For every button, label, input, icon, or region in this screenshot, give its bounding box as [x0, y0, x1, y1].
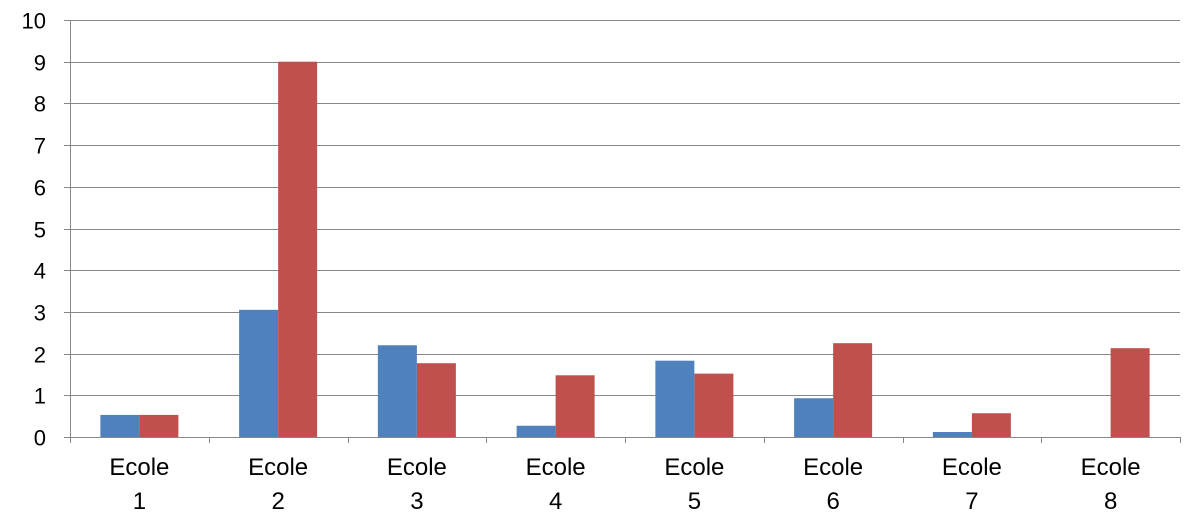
bar-series2-cat1	[139, 414, 179, 437]
x-tick-label: Ecole	[526, 454, 586, 481]
bar-series1-cat4	[516, 425, 556, 437]
y-tick-label: 8	[34, 92, 46, 117]
x-tick-label: 5	[688, 488, 701, 515]
x-tick-label: 2	[271, 488, 284, 515]
x-tick-labels: Ecole 1 Ecole 2 Ecole 3 Ecole 4 Ecole 5 Ecole 6 Ecol…	[109, 454, 1140, 515]
bar-series2-cat7	[971, 413, 1011, 437]
bar-series2-cat4	[555, 375, 595, 437]
bar-series1-cat5	[655, 360, 695, 437]
bar-series2-cat2	[278, 61, 318, 437]
x-tick-label: 1	[133, 488, 146, 515]
axes	[64, 20, 1181, 443]
bar-series1-cat3	[377, 345, 417, 437]
x-tick-label: Ecole	[109, 454, 169, 481]
x-tick-label: 7	[965, 488, 978, 515]
x-tick-label: Ecole	[664, 454, 724, 481]
bar-series1-cat2	[239, 309, 279, 437]
bar-series2-cat5	[694, 373, 734, 437]
bar-series1-cat1	[100, 414, 140, 437]
y-tick-label: 2	[34, 343, 46, 368]
y-tick-label: 6	[34, 176, 46, 201]
x-tick-label: Ecole	[387, 454, 447, 481]
bar-series2-cat6	[833, 343, 873, 437]
gridlines	[70, 20, 1180, 396]
y-tick-labels: 0 1 2 3 4 5 6 7 8 9 10	[22, 9, 46, 451]
y-tick-label: 0	[34, 426, 46, 451]
bar-series1-cat6	[794, 398, 834, 437]
x-tick-label: Ecole	[1081, 454, 1141, 481]
y-tick-label: 5	[34, 218, 46, 243]
y-tick-label: 4	[34, 259, 46, 284]
bars	[100, 61, 1150, 437]
y-tick-label: 1	[34, 384, 46, 409]
bar-series2-cat3	[416, 363, 456, 437]
bar-series1-cat7	[932, 431, 972, 437]
x-tick-label: 3	[410, 488, 423, 515]
y-tick-label: 3	[34, 301, 46, 326]
bar-series2-cat8	[1110, 348, 1150, 437]
x-tick-label: Ecole	[248, 454, 308, 481]
y-tick-label: 7	[34, 134, 46, 159]
x-tick-label: Ecole	[942, 454, 1002, 481]
x-tick-label: Ecole	[803, 454, 863, 481]
x-tick-label: 8	[1104, 488, 1117, 515]
x-tick-label: 6	[826, 488, 839, 515]
x-tick-label: 4	[549, 488, 562, 515]
y-tick-label: 9	[34, 51, 46, 76]
y-tick-label: 10	[22, 9, 46, 34]
